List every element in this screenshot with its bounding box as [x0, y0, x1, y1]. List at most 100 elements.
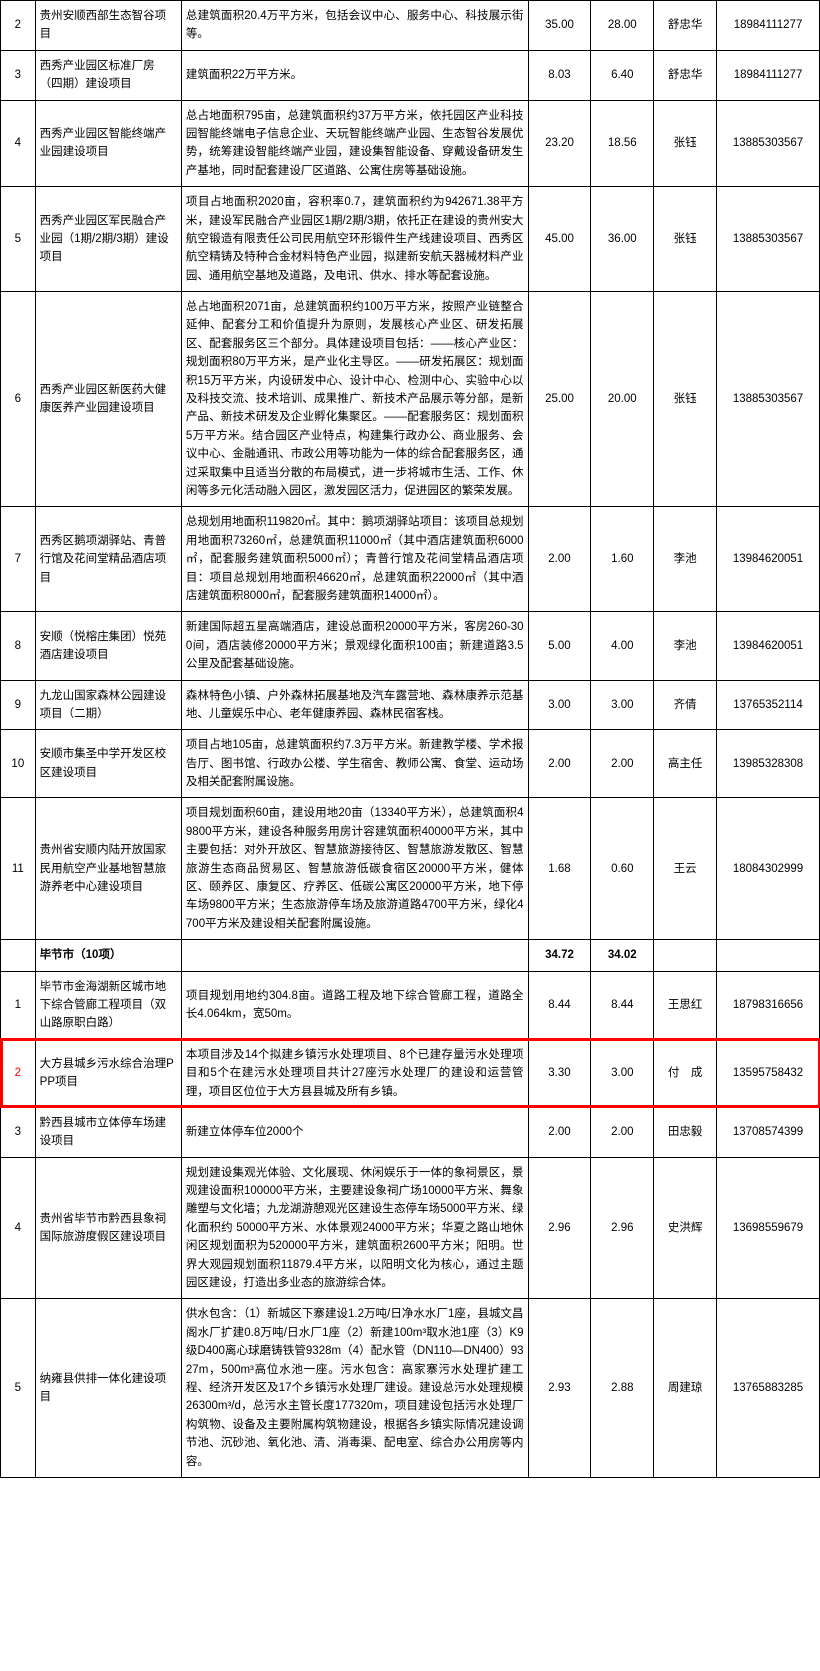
- cell-desc: 新建立体停车位2000个: [181, 1107, 528, 1157]
- cell-n1: 2.00: [528, 730, 591, 798]
- cell-person: 周建琼: [654, 1299, 717, 1478]
- section-row: 毕节市（10项）34.7234.02: [1, 940, 820, 971]
- table-row: 2大方县城乡污水综合治理PPP项目本项目涉及14个拟建乡镇污水处理项目、8个已建…: [1, 1039, 820, 1107]
- cell-name: 黔西县城市立体停车场建设项目: [35, 1107, 181, 1157]
- cell-name: 西秀区鹅项湖驿站、青普行馆及花间堂精品酒店项目: [35, 507, 181, 612]
- cell-idx: 6: [1, 292, 36, 507]
- cell-name: 九龙山国家森林公园建设项目（二期）: [35, 680, 181, 730]
- cell-n1: 34.72: [528, 940, 591, 971]
- cell-n2: 4.00: [591, 612, 654, 680]
- cell-person: 舒忠华: [654, 50, 717, 100]
- cell-phone: 13984620051: [717, 612, 820, 680]
- cell-n2: 36.00: [591, 187, 654, 292]
- cell-idx: 9: [1, 680, 36, 730]
- cell-n1: 1.68: [528, 798, 591, 940]
- cell-person: 王云: [654, 798, 717, 940]
- cell-idx: 8: [1, 612, 36, 680]
- cell-person: 李池: [654, 612, 717, 680]
- cell-desc: 本项目涉及14个拟建乡镇污水处理项目、8个已建存量污水处理项目和5个在建污水处理…: [181, 1039, 528, 1107]
- table-row: 11贵州省安顺内陆开放国家民用航空产业基地智慧旅游养老中心建设项目项目规划面积6…: [1, 798, 820, 940]
- cell-n2: 2.00: [591, 1107, 654, 1157]
- cell-person: 付 成: [654, 1039, 717, 1107]
- cell-n1: 23.20: [528, 100, 591, 187]
- cell-idx: 5: [1, 187, 36, 292]
- cell-phone: 13765883285: [717, 1299, 820, 1478]
- cell-desc: 总占地面积2071亩，总建筑面积约100万平方米，按照产业链整合延伸、配套分工和…: [181, 292, 528, 507]
- cell-n2: 2.96: [591, 1157, 654, 1299]
- cell-phone: 13885303567: [717, 187, 820, 292]
- cell-phone: 13885303567: [717, 100, 820, 187]
- cell-n2: 34.02: [591, 940, 654, 971]
- cell-desc: 供水包含：（1）新城区下寨建设1.2万吨/日净水水厂1座，县城文昌阁水厂扩建0.…: [181, 1299, 528, 1478]
- cell-phone: 13985328308: [717, 730, 820, 798]
- cell-n2: 2.00: [591, 730, 654, 798]
- table-row: 2贵州安顺西部生态智谷项目总建筑面积20.4万平方米，包括会议中心、服务中心、科…: [1, 1, 820, 51]
- cell-person: 张钰: [654, 292, 717, 507]
- cell-person: 高主任: [654, 730, 717, 798]
- cell-phone: 18084302999: [717, 798, 820, 940]
- cell-n1: 8.44: [528, 971, 591, 1039]
- cell-idx: 5: [1, 1299, 36, 1478]
- cell-name: 毕节市金海湖新区城市地下综合管廊工程项目（双山路原职白路）: [35, 971, 181, 1039]
- cell-idx: [1, 940, 36, 971]
- cell-person: 齐倩: [654, 680, 717, 730]
- cell-desc: 建筑面积22万平方米。: [181, 50, 528, 100]
- cell-n1: 45.00: [528, 187, 591, 292]
- cell-phone: 18984111277: [717, 1, 820, 51]
- cell-desc: 项目规划用地约304.8亩。道路工程及地下综合管廊工程，道路全长4.064km，…: [181, 971, 528, 1039]
- cell-n2: 2.88: [591, 1299, 654, 1478]
- cell-n1: 2.96: [528, 1157, 591, 1299]
- cell-name: 西秀产业园区军民融合产业园（1期/2期/3期）建设项目: [35, 187, 181, 292]
- cell-n2: 6.40: [591, 50, 654, 100]
- table-row: 10安顺市集圣中学开发区校区建设项目项目占地105亩，总建筑面积约7.3万平方米…: [1, 730, 820, 798]
- cell-name: 纳雍县供排一体化建设项目: [35, 1299, 181, 1478]
- cell-person: 田忠毅: [654, 1107, 717, 1157]
- cell-name: 西秀产业园区智能终端产业园建设项目: [35, 100, 181, 187]
- table-row: 7西秀区鹅项湖驿站、青普行馆及花间堂精品酒店项目总规划用地面积119820㎡。其…: [1, 507, 820, 612]
- cell-n2: 8.44: [591, 971, 654, 1039]
- cell-desc: 总建筑面积20.4万平方米，包括会议中心、服务中心、科技展示街等。: [181, 1, 528, 51]
- cell-idx: 1: [1, 971, 36, 1039]
- cell-person: 张钰: [654, 187, 717, 292]
- cell-person: 史洪辉: [654, 1157, 717, 1299]
- project-table: 2贵州安顺西部生态智谷项目总建筑面积20.4万平方米，包括会议中心、服务中心、科…: [0, 0, 820, 1478]
- cell-n2: 28.00: [591, 1, 654, 51]
- cell-n2: 1.60: [591, 507, 654, 612]
- cell-n1: 2.00: [528, 1107, 591, 1157]
- cell-phone: 18984111277: [717, 50, 820, 100]
- table-row: 3黔西县城市立体停车场建设项目新建立体停车位2000个2.002.00田忠毅13…: [1, 1107, 820, 1157]
- cell-idx: 2: [1, 1039, 36, 1107]
- cell-phone: 13765352114: [717, 680, 820, 730]
- cell-idx: 4: [1, 100, 36, 187]
- table-row: 8安顺（悦榕庄集团）悦苑酒店建设项目新建国际超五星高端酒店，建设总面积20000…: [1, 612, 820, 680]
- table-row: 9九龙山国家森林公园建设项目（二期）森林特色小镇、户外森林拓展基地及汽车露营地、…: [1, 680, 820, 730]
- cell-n1: 3.00: [528, 680, 591, 730]
- cell-n1: 3.30: [528, 1039, 591, 1107]
- cell-name: 贵州省安顺内陆开放国家民用航空产业基地智慧旅游养老中心建设项目: [35, 798, 181, 940]
- cell-phone: 13708574399: [717, 1107, 820, 1157]
- cell-phone: 13885303567: [717, 292, 820, 507]
- cell-name: 大方县城乡污水综合治理PPP项目: [35, 1039, 181, 1107]
- table-row: 5西秀产业园区军民融合产业园（1期/2期/3期）建设项目项目占地面积2020亩，…: [1, 187, 820, 292]
- cell-name: 安顺市集圣中学开发区校区建设项目: [35, 730, 181, 798]
- cell-idx: 4: [1, 1157, 36, 1299]
- table-row: 4贵州省毕节市黔西县象祠国际旅游度假区建设项目规划建设集观光体验、文化展现、休闲…: [1, 1157, 820, 1299]
- cell-person: 李池: [654, 507, 717, 612]
- table-row: 3西秀产业园区标准厂房（四期）建设项目建筑面积22万平方米。8.036.40舒忠…: [1, 50, 820, 100]
- table-row: 1毕节市金海湖新区城市地下综合管廊工程项目（双山路原职白路）项目规划用地约304…: [1, 971, 820, 1039]
- cell-idx: 7: [1, 507, 36, 612]
- cell-phone: 13698559679: [717, 1157, 820, 1299]
- cell-n2: 3.00: [591, 680, 654, 730]
- cell-name: 安顺（悦榕庄集团）悦苑酒店建设项目: [35, 612, 181, 680]
- cell-desc: 项目规划面积60亩，建设用地20亩（13340平方米），总建筑面积49800平方…: [181, 798, 528, 940]
- cell-n1: 8.03: [528, 50, 591, 100]
- cell-phone: [717, 940, 820, 971]
- table-row: 6西秀产业园区新医药大健康医养产业园建设项目总占地面积2071亩，总建筑面积约1…: [1, 292, 820, 507]
- cell-idx: 2: [1, 1, 36, 51]
- cell-phone: 18798316656: [717, 971, 820, 1039]
- cell-n1: 2.00: [528, 507, 591, 612]
- cell-desc: 项目占地面积2020亩，容积率0.7，建筑面积约为942671.38平方米，建设…: [181, 187, 528, 292]
- cell-desc: [181, 940, 528, 971]
- cell-desc: 新建国际超五星高端酒店，建设总面积20000平方米，客房260-300间，酒店装…: [181, 612, 528, 680]
- cell-name: 西秀产业园区标准厂房（四期）建设项目: [35, 50, 181, 100]
